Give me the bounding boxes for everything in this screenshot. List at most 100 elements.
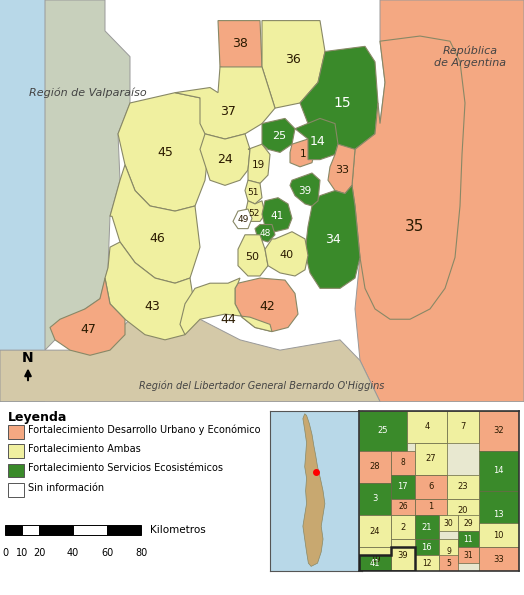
Text: Fortalecimiento Servicios Ecosistémicos: Fortalecimiento Servicios Ecosistémicos [28, 464, 223, 474]
Text: Región de Valparaíso: Región de Valparaíso [29, 87, 147, 98]
Polygon shape [415, 515, 439, 539]
Polygon shape [439, 539, 458, 563]
Polygon shape [359, 555, 391, 571]
Text: 25: 25 [272, 131, 286, 141]
Text: 29: 29 [464, 518, 473, 528]
Text: 40: 40 [67, 549, 79, 558]
Polygon shape [233, 209, 252, 228]
Text: 16: 16 [421, 543, 432, 552]
Text: 36: 36 [285, 53, 301, 66]
Polygon shape [0, 0, 45, 402]
Polygon shape [265, 231, 308, 276]
Text: 40: 40 [280, 250, 294, 261]
Text: 31: 31 [464, 550, 473, 560]
Text: 5: 5 [446, 559, 451, 568]
Text: 32: 32 [494, 426, 504, 435]
Text: 38: 38 [232, 37, 248, 50]
Text: 26: 26 [398, 502, 408, 512]
Text: Región del Libertador General Bernardo O'Higgins: Región del Libertador General Bernardo O… [139, 381, 385, 392]
Bar [39, 525, 73, 536]
Text: 80: 80 [135, 549, 147, 558]
Text: 9: 9 [446, 547, 451, 556]
Polygon shape [415, 499, 447, 515]
Polygon shape [479, 411, 519, 451]
Text: 51: 51 [247, 188, 259, 197]
Polygon shape [0, 309, 380, 402]
Polygon shape [303, 414, 325, 566]
Polygon shape [105, 242, 195, 340]
Text: N: N [22, 352, 34, 365]
Polygon shape [359, 515, 391, 547]
Polygon shape [328, 144, 355, 193]
Text: 39: 39 [298, 186, 312, 196]
Text: 12: 12 [422, 559, 432, 568]
Text: 10: 10 [16, 549, 28, 558]
Text: 60: 60 [101, 549, 113, 558]
Text: 13: 13 [494, 511, 504, 519]
Text: 33: 33 [494, 555, 504, 563]
Polygon shape [479, 523, 519, 547]
Text: 17: 17 [398, 483, 408, 491]
Text: 20: 20 [457, 506, 468, 515]
Bar [8, 444, 24, 458]
Text: 19: 19 [369, 555, 380, 563]
Polygon shape [391, 515, 415, 539]
Polygon shape [175, 67, 275, 139]
Polygon shape [235, 278, 298, 331]
Polygon shape [45, 0, 130, 350]
Polygon shape [245, 180, 262, 204]
Bar [8, 425, 24, 439]
Text: 2: 2 [400, 522, 406, 531]
Polygon shape [255, 224, 275, 242]
Polygon shape [479, 451, 519, 491]
Polygon shape [50, 278, 125, 355]
Text: 52: 52 [248, 209, 260, 218]
Polygon shape [248, 144, 270, 183]
Polygon shape [458, 547, 479, 563]
Text: 33: 33 [335, 165, 349, 175]
Text: 19: 19 [252, 160, 265, 170]
Polygon shape [415, 555, 439, 571]
Polygon shape [407, 411, 447, 443]
Text: 28: 28 [369, 462, 380, 471]
Text: 44: 44 [220, 313, 236, 325]
Text: Sin información: Sin información [28, 483, 104, 493]
Polygon shape [238, 235, 268, 276]
Polygon shape [479, 547, 519, 571]
Polygon shape [415, 539, 439, 555]
Text: 30: 30 [443, 518, 453, 528]
Polygon shape [447, 411, 479, 443]
Bar [22, 525, 39, 536]
Polygon shape [415, 443, 447, 475]
Polygon shape [118, 93, 210, 211]
Text: 0: 0 [2, 549, 8, 558]
Polygon shape [262, 118, 295, 152]
Polygon shape [415, 475, 447, 499]
Text: 27: 27 [425, 454, 436, 464]
Text: 45: 45 [157, 146, 173, 159]
Polygon shape [352, 36, 465, 320]
Polygon shape [458, 515, 479, 531]
Polygon shape [262, 198, 292, 231]
Polygon shape [359, 483, 391, 515]
Text: 6: 6 [428, 483, 433, 491]
Polygon shape [458, 531, 479, 547]
Text: 50: 50 [245, 252, 259, 262]
Text: 24: 24 [217, 153, 233, 166]
Polygon shape [110, 165, 200, 283]
Polygon shape [355, 0, 524, 402]
Polygon shape [262, 21, 325, 108]
Text: 15: 15 [333, 96, 351, 110]
Text: 3: 3 [372, 494, 378, 503]
Bar [8, 483, 24, 497]
Polygon shape [391, 475, 415, 499]
Bar [5, 525, 22, 536]
Text: 11: 11 [464, 534, 473, 544]
Bar [73, 525, 107, 536]
Text: Fortalecimiento Ambas: Fortalecimiento Ambas [28, 444, 140, 454]
Text: 8: 8 [400, 458, 405, 467]
Text: 10: 10 [494, 531, 504, 540]
Text: 23: 23 [457, 483, 468, 491]
Polygon shape [359, 411, 407, 451]
Polygon shape [245, 201, 265, 221]
